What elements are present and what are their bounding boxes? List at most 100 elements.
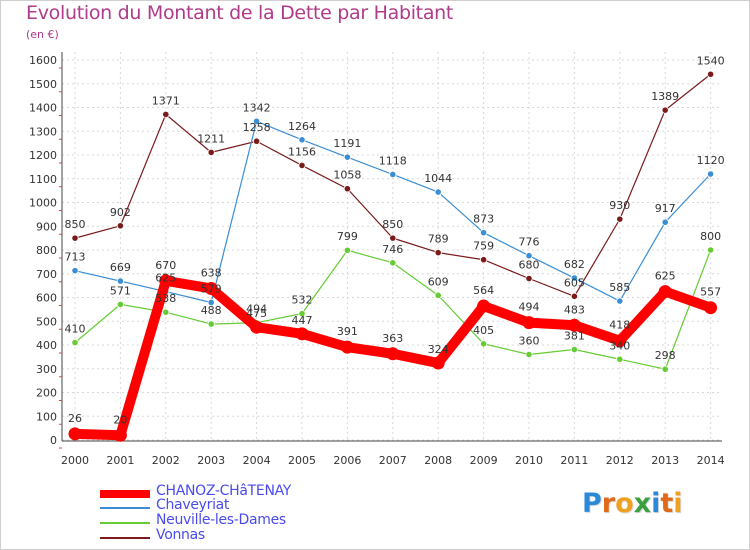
- data-label-0: 391: [337, 325, 358, 338]
- series-point-1: [253, 117, 261, 125]
- series-point-3: [71, 234, 79, 242]
- series-point-3: [162, 110, 170, 118]
- series-point-1: [706, 170, 715, 178]
- data-label-2: 532: [292, 294, 313, 307]
- series-point-1: [661, 218, 669, 226]
- series-point-2: [479, 340, 488, 348]
- series-point-3: [661, 106, 669, 114]
- y-tick-label: 1200: [29, 149, 57, 162]
- data-label-0: 638: [201, 266, 222, 279]
- series-point-3: [479, 256, 488, 264]
- series-point-0: [68, 427, 82, 441]
- legend-label: CHANOZ-CHâTENAY: [156, 483, 292, 499]
- series-point-3: [389, 234, 397, 242]
- legend-swatch: [100, 522, 150, 524]
- data-label-1: 1191: [333, 137, 361, 150]
- chart-title: Evolution du Montant de la Dette par Hab…: [26, 2, 454, 24]
- series-point-0: [477, 299, 491, 313]
- x-tick-label: 2005: [288, 454, 316, 467]
- series-point-0: [340, 340, 354, 354]
- data-label-2: 800: [700, 230, 721, 243]
- y-tick-label: 700: [36, 268, 57, 281]
- series-point-0: [386, 347, 400, 361]
- y-tick-label: 1100: [29, 173, 57, 186]
- series-point-3: [570, 292, 579, 300]
- series-point-1: [207, 298, 215, 307]
- series-point-1: [479, 229, 488, 237]
- data-label-1: 1044: [424, 172, 452, 185]
- data-label-2: 609: [428, 275, 449, 288]
- data-label-1: 1342: [243, 101, 271, 114]
- y-tick-label: 200: [36, 387, 57, 400]
- y-tick-label: 600: [36, 292, 57, 305]
- x-tick-label: 2003: [197, 454, 225, 467]
- legend-swatch: [100, 507, 150, 509]
- series-point-0: [658, 285, 672, 299]
- data-label-3: 605: [564, 276, 585, 289]
- series-point-3: [525, 274, 533, 283]
- data-label-2: 340: [609, 339, 630, 352]
- legend-label: Vonnas: [156, 527, 205, 543]
- data-label-0: 494: [519, 301, 540, 314]
- data-label-0: 483: [564, 303, 585, 316]
- y-tick-label: 500: [36, 315, 57, 328]
- series-point-2: [570, 345, 579, 354]
- data-label-2: 799: [337, 230, 358, 243]
- series-point-1: [616, 297, 624, 305]
- series-point-1: [389, 170, 397, 179]
- series-point-1: [570, 274, 579, 282]
- series-point-0: [113, 428, 127, 442]
- data-label-2: 381: [564, 330, 585, 343]
- data-label-0: 625: [655, 270, 676, 283]
- x-tick-label: 2014: [697, 454, 725, 467]
- proxiti-logo: Proxiti: [582, 488, 683, 519]
- data-label-3: 1211: [197, 132, 225, 145]
- y-tick-label: 300: [36, 363, 57, 376]
- series-point-0: [250, 320, 264, 334]
- series-point-0: [204, 281, 218, 295]
- series-point-2: [116, 300, 125, 308]
- series-point-3: [207, 148, 215, 156]
- data-label-1: 585: [609, 281, 630, 294]
- x-tick-label: 2013: [651, 454, 679, 467]
- plot-area: [62, 52, 722, 440]
- series-point-1: [116, 277, 125, 285]
- series-point-3: [343, 185, 351, 193]
- data-label-1: 669: [110, 261, 131, 274]
- data-label-3: 850: [382, 218, 403, 231]
- data-label-2: 571: [110, 284, 131, 297]
- data-label-0: 475: [246, 307, 267, 320]
- series-point-2: [207, 320, 215, 328]
- data-label-0: 557: [700, 286, 721, 299]
- data-label-1: 1118: [379, 154, 407, 167]
- data-label-3: 1540: [697, 54, 725, 67]
- data-label-3: 1389: [651, 90, 679, 103]
- chart-unit: (en €): [26, 28, 59, 41]
- x-tick-label: 2004: [243, 454, 271, 467]
- x-tick-label: 2012: [606, 454, 634, 467]
- series-point-2: [162, 308, 170, 316]
- data-label-2: 360: [519, 335, 540, 348]
- data-label-0: 447: [292, 314, 313, 327]
- series-point-0: [522, 316, 536, 330]
- series-point-2: [298, 310, 306, 318]
- series-point-0: [295, 327, 309, 341]
- y-tick-label: 1000: [29, 197, 57, 210]
- series-point-0: [431, 356, 445, 370]
- data-label-3: 930: [609, 199, 630, 212]
- data-label-1: 1264: [288, 120, 316, 133]
- x-tick-label: 2009: [470, 454, 498, 467]
- data-label-1: 1120: [697, 154, 725, 167]
- series-point-2: [616, 355, 624, 363]
- data-label-3: 850: [65, 218, 86, 231]
- x-tick-label: 2008: [424, 454, 452, 467]
- x-tick-label: 2000: [61, 454, 89, 467]
- x-tick-label: 2001: [106, 454, 134, 467]
- data-label-0: 363: [382, 332, 403, 345]
- data-label-3: 1058: [333, 169, 361, 182]
- data-label-0: 26: [68, 412, 82, 425]
- legend-label: Chaveyriat: [156, 497, 230, 513]
- data-label-3: 789: [428, 233, 449, 246]
- series-point-0: [613, 334, 627, 348]
